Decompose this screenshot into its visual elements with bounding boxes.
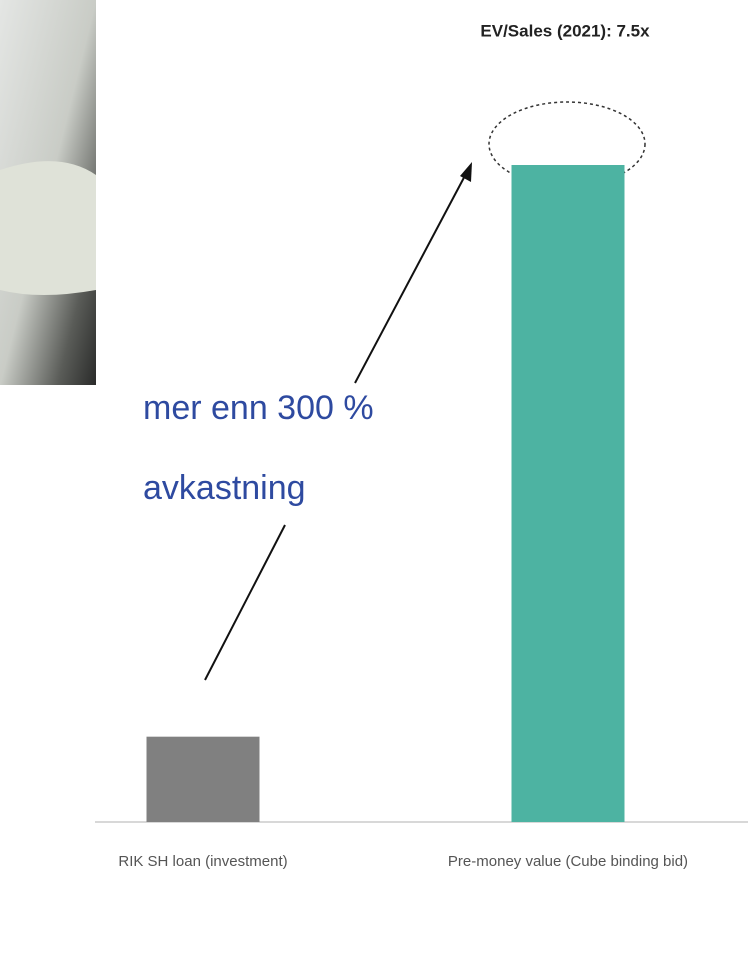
bar [511, 165, 625, 822]
x-tick-label: Pre-money value (Cube binding bid) [448, 853, 688, 870]
x-tick-label: RIK SH loan (investment) [118, 853, 287, 870]
arrow-line [204, 524, 286, 681]
annotation: mer enn 300 % [143, 389, 374, 427]
bar [146, 736, 260, 822]
arrow-line [354, 169, 469, 384]
photo-detail [0, 161, 96, 295]
chart-title: EV/Sales (2021): 7.5x [480, 21, 650, 40]
annotation: avkastning [143, 469, 306, 507]
arrow-head [460, 162, 472, 182]
